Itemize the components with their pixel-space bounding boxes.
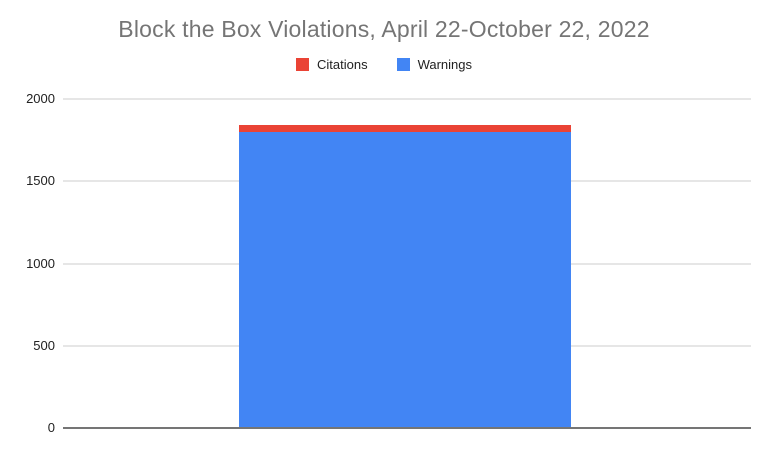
legend-item-citations[interactable]: Citations [295, 57, 368, 72]
warnings-swatch [396, 58, 410, 71]
legend-item-warnings[interactable]: Warnings [396, 57, 472, 72]
y-tick-label: 2000 [26, 91, 55, 106]
x-axis-line [63, 427, 751, 429]
citations-legend-label: Citations [316, 57, 368, 72]
chart-legend: Citations Warnings [0, 57, 768, 72]
y-axis-labels: 0 500 1000 1500 2000 [0, 91, 55, 435]
warnings-legend-label: Warnings [417, 57, 472, 72]
bar-segment-warnings[interactable] [239, 131, 571, 428]
y-tick-label: 500 [33, 337, 55, 353]
y-tick-label: 0 [47, 420, 55, 435]
plot-area [63, 98, 751, 429]
citations-swatch [295, 58, 309, 71]
gridline [63, 98, 751, 100]
bar-segment-citations[interactable] [239, 125, 571, 132]
y-tick-label: 1000 [26, 255, 55, 271]
y-tick-label: 1500 [26, 173, 55, 189]
chart-title: Block the Box Violations, April 22-Octob… [118, 16, 650, 42]
stacked-bar[interactable] [239, 99, 571, 428]
